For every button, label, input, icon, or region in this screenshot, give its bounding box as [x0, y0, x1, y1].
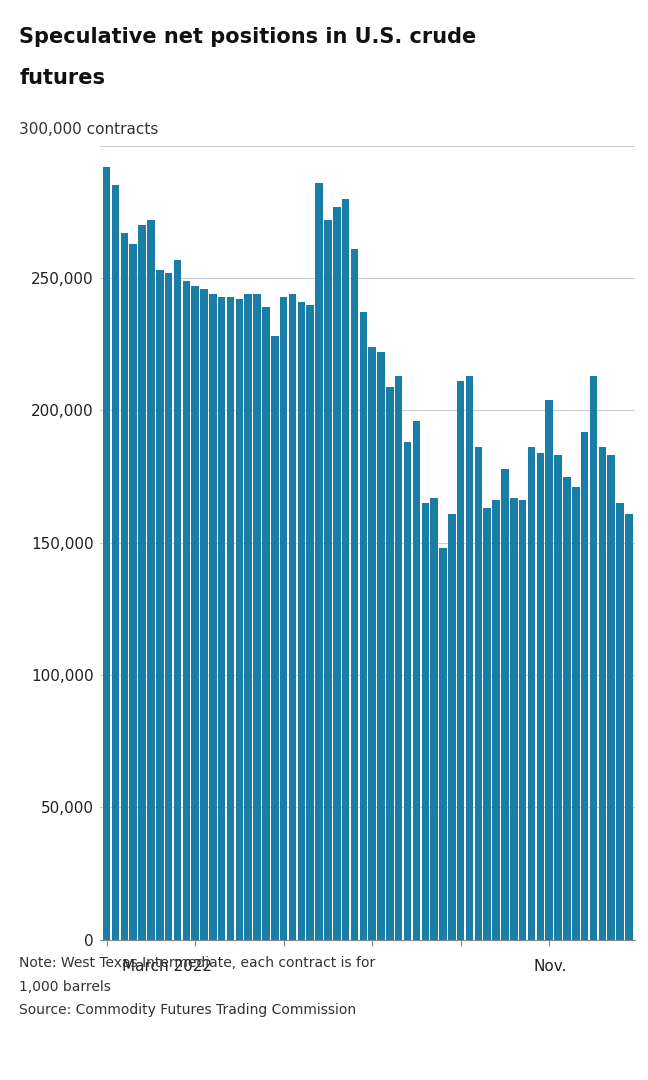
- Text: Nov.: Nov.: [534, 959, 567, 974]
- Bar: [590, 376, 597, 940]
- Bar: [466, 376, 473, 940]
- Bar: [289, 294, 296, 940]
- Bar: [271, 336, 279, 940]
- Bar: [492, 500, 500, 940]
- Bar: [546, 400, 553, 940]
- Text: 300,000 contracts: 300,000 contracts: [19, 122, 159, 137]
- Text: 1,000 barrels: 1,000 barrels: [19, 980, 111, 994]
- Bar: [333, 206, 340, 940]
- Bar: [236, 299, 243, 940]
- Text: futures: futures: [19, 68, 106, 89]
- Bar: [130, 244, 137, 940]
- Bar: [244, 294, 252, 940]
- Bar: [501, 469, 509, 940]
- Bar: [297, 302, 305, 940]
- Bar: [147, 220, 155, 940]
- Text: Source: Commodity Futures Trading Commission: Source: Commodity Futures Trading Commis…: [19, 1003, 356, 1017]
- Bar: [360, 312, 367, 940]
- Bar: [369, 347, 376, 940]
- Bar: [421, 503, 429, 940]
- Bar: [165, 273, 172, 940]
- Bar: [324, 220, 332, 940]
- Bar: [386, 387, 393, 940]
- Bar: [572, 487, 579, 940]
- Bar: [183, 281, 190, 940]
- Text: Note: West Texas Intermediate, each contract is for: Note: West Texas Intermediate, each cont…: [19, 956, 376, 970]
- Bar: [227, 297, 235, 940]
- Bar: [599, 447, 606, 940]
- Bar: [625, 514, 632, 940]
- Bar: [607, 456, 615, 940]
- Bar: [404, 442, 411, 940]
- Bar: [280, 297, 288, 940]
- Text: Speculative net positions in U.S. crude: Speculative net positions in U.S. crude: [19, 27, 477, 48]
- Bar: [439, 548, 446, 940]
- Bar: [474, 447, 482, 940]
- Bar: [191, 286, 199, 940]
- Bar: [209, 294, 216, 940]
- Bar: [307, 305, 314, 940]
- Bar: [483, 509, 491, 940]
- Bar: [448, 514, 456, 940]
- Bar: [262, 307, 270, 940]
- Bar: [527, 447, 535, 940]
- Bar: [581, 432, 588, 940]
- Bar: [138, 225, 146, 940]
- Bar: [510, 498, 518, 940]
- Bar: [351, 249, 358, 940]
- Bar: [430, 498, 438, 940]
- Bar: [413, 421, 420, 940]
- Bar: [457, 381, 465, 940]
- Bar: [377, 352, 385, 940]
- Bar: [563, 476, 571, 940]
- Bar: [174, 259, 181, 940]
- Bar: [103, 167, 110, 940]
- Bar: [554, 456, 562, 940]
- Bar: [218, 297, 226, 940]
- Bar: [200, 288, 208, 940]
- Bar: [111, 186, 119, 940]
- Bar: [395, 376, 402, 940]
- Bar: [156, 270, 163, 940]
- Bar: [616, 503, 624, 940]
- Bar: [342, 199, 349, 940]
- Bar: [121, 233, 128, 940]
- Bar: [537, 453, 544, 940]
- Bar: [253, 294, 261, 940]
- Bar: [519, 500, 526, 940]
- Bar: [316, 183, 323, 940]
- Text: March 2022: March 2022: [122, 959, 213, 974]
